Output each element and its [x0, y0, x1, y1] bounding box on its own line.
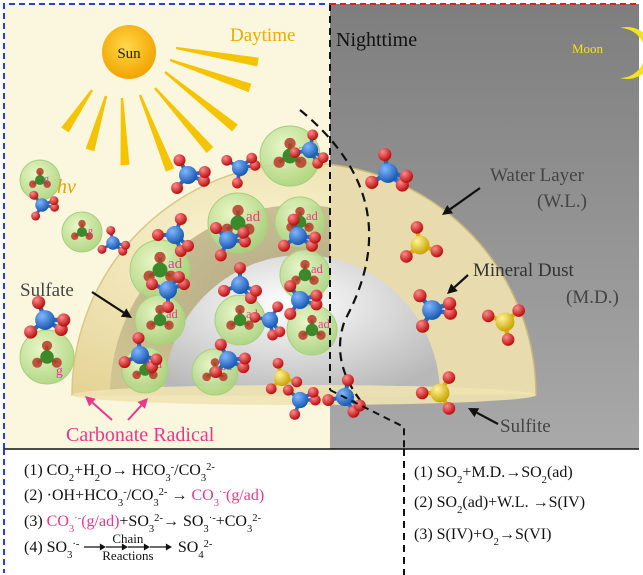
- daytime-reaction-line: (2) ·OH+HCO3-/CO32- → CO3·-(g/ad): [24, 487, 264, 509]
- sun-ray: [61, 89, 93, 133]
- sulfate-molecule: [118, 332, 163, 374]
- phase-tag: ad: [246, 209, 261, 225]
- water-layer-abbr: (W.L.): [537, 191, 587, 212]
- phase-tag: g: [44, 174, 49, 185]
- sulfate-molecule: [152, 213, 195, 257]
- sulfate-molecule: [278, 213, 321, 252]
- daytime-reaction-line: (4) SO3·-: [24, 539, 80, 561]
- sulfate-molecule: [29, 190, 60, 221]
- phase-tag: ad: [311, 262, 324, 276]
- sulfate-molecule: [209, 221, 251, 262]
- sun-ray: [154, 87, 214, 153]
- carbonate-radical: ad: [286, 304, 338, 356]
- sun-ray: [164, 71, 238, 132]
- pointer-arrow: [468, 408, 499, 425]
- moon-label: Moon: [572, 41, 604, 56]
- daytime-label: Daytime: [230, 25, 295, 46]
- pointer-arrow: [85, 396, 113, 421]
- pointer-arrow: [442, 187, 481, 215]
- sulfite-molecule: [400, 221, 444, 263]
- sun-ray: [169, 58, 252, 93]
- sulfate-product: SO42-: [178, 539, 213, 561]
- pointer-arrow: [447, 274, 469, 294]
- phase-tag: ad: [318, 317, 331, 331]
- nighttime-reaction-line: (3) S(IV)+O2→S(VI): [414, 526, 551, 548]
- sun-ray: [120, 97, 130, 166]
- sulfite-molecule: [265, 357, 303, 395]
- sulfate-molecule: [171, 154, 211, 195]
- nighttime-reaction-line: (1) SO2+M.D.→SO2(ad): [414, 464, 573, 486]
- sulfite-label: Sulfite: [500, 416, 551, 437]
- nighttime-reaction-line: (2) SO2(ad)+W.L. →S(IV): [414, 494, 585, 516]
- carbonate-radical: g: [19, 159, 61, 201]
- carbonate-radical: g: [61, 211, 103, 253]
- phase-tag: ad: [306, 209, 319, 223]
- carbonate-radical: ad: [214, 294, 266, 346]
- water-layer-label: Water Layer: [490, 165, 585, 186]
- daytime-border: [3, 3, 330, 449]
- phase-tag: ad: [168, 256, 183, 272]
- pointer-arrow: [91, 291, 132, 318]
- pointer-arrows: [85, 187, 499, 425]
- pointer-arrow: [127, 398, 148, 421]
- sun-icon: [102, 25, 156, 79]
- molecules: gggadadadadadadadadadad: [19, 125, 525, 420]
- sun-ray: [85, 95, 108, 152]
- daytime-reactions: (1) CO2+H2O→ HCO3-/CO32- (2) ·OH+HCO3-/CO…: [24, 462, 264, 564]
- sun-label: Sun: [117, 46, 141, 62]
- sulfate-molecule: [289, 129, 329, 169]
- reactions-label: Reactions: [102, 548, 153, 563]
- sulfate-molecule: [218, 262, 262, 305]
- sulfite-molecule: [415, 371, 456, 415]
- chain-label: Chain: [112, 531, 144, 546]
- sun-ray: [175, 46, 259, 67]
- phase-tag: g: [88, 226, 93, 237]
- carbonate-radical: ad: [259, 125, 321, 187]
- sulfate-molecule: [413, 289, 458, 333]
- sulfate-molecule: [282, 384, 321, 420]
- sulfate-molecule: [97, 225, 131, 256]
- sulfate-molecule: [146, 270, 190, 313]
- daytime-reaction-line: (1) CO2+H2O→ HCO3-/CO32-: [24, 462, 215, 484]
- moon-icon: [620, 27, 643, 79]
- nighttime-reactions: (1) SO2+M.D.→SO2(ad) (2) SO2(ad)+W.L. →S(…: [414, 464, 585, 548]
- daytime-reaction-line: (3) CO3·-(g/ad)+SO32-→ SO3·-+CO32-: [24, 513, 262, 535]
- sulfate-molecule: [24, 295, 71, 339]
- sun-rays: [61, 46, 259, 172]
- carbonate-radical: g: [19, 329, 75, 385]
- mineral-dust-abbr: (M.D.): [566, 287, 619, 308]
- sulfate-molecule: [221, 152, 261, 189]
- sulfite-molecule: [481, 304, 525, 346]
- carbonate-radical: ad: [279, 249, 331, 301]
- carbonate-radical-label: Carbonate Radical: [66, 424, 215, 446]
- nighttime-label: Nighttime: [336, 29, 417, 51]
- sulfate-molecule: [209, 338, 251, 379]
- sulfate-molecule: [284, 280, 323, 320]
- sulfate-molecule: [249, 301, 286, 341]
- hv-label: hv: [57, 176, 76, 198]
- mineral-dust-label: Mineral Dust: [473, 260, 575, 281]
- phase-tag: g: [56, 363, 63, 378]
- sulfate-label: Sulfate: [20, 280, 74, 301]
- sulfate-molecule: [365, 147, 414, 192]
- sun-ray: [138, 94, 175, 172]
